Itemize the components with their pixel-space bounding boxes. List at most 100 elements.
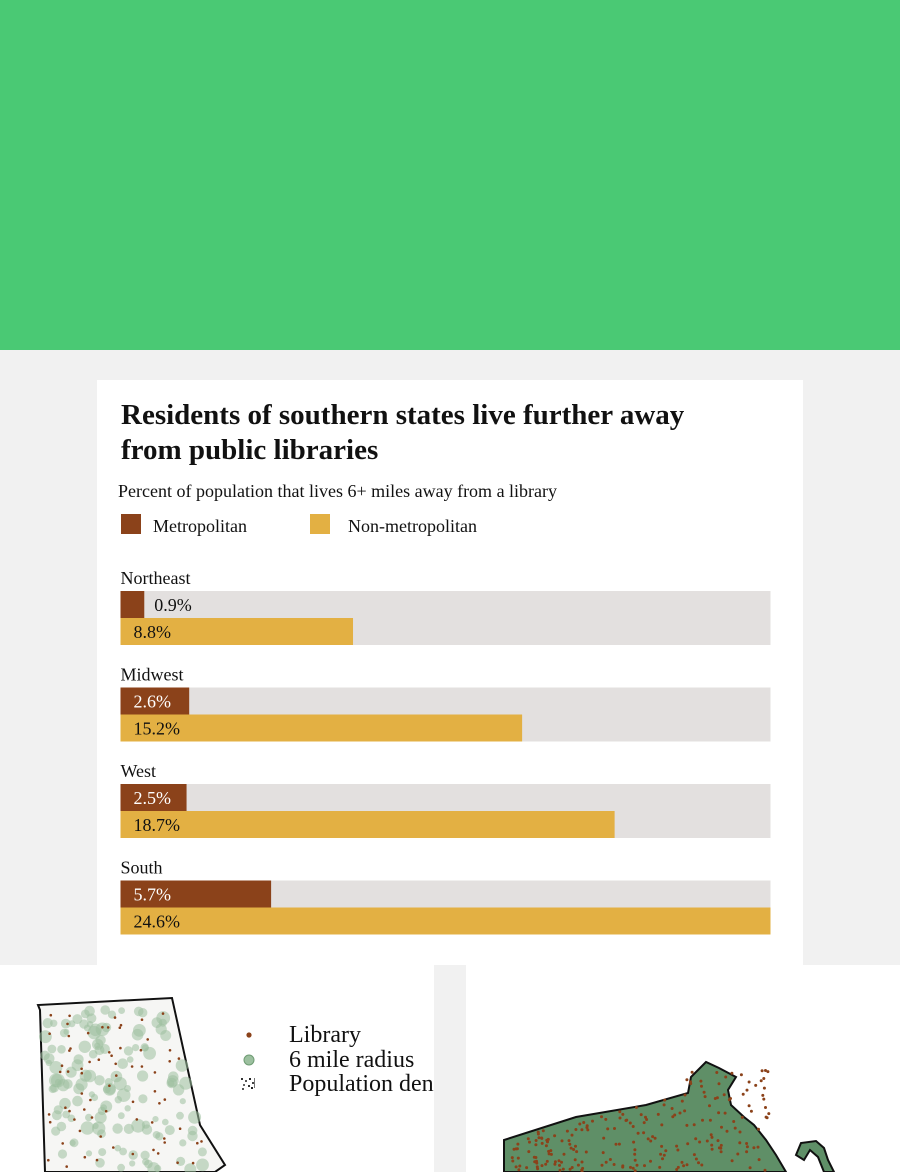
library-dot: [516, 1156, 520, 1160]
library-dot: [643, 1164, 646, 1168]
library-dot: [517, 1168, 521, 1172]
library-dot: [578, 1122, 582, 1126]
library-dot: [568, 1167, 572, 1171]
library-dot: [89, 1098, 92, 1102]
library-dot: [682, 1164, 686, 1168]
library-dot: [534, 1143, 538, 1147]
library-dot: [163, 1141, 166, 1144]
data-label: 15.2%: [134, 719, 181, 739]
library-dot: [534, 1139, 538, 1142]
library-dot: [722, 1093, 726, 1097]
category-label: South: [121, 858, 163, 878]
radius-circle: [154, 1164, 162, 1172]
map-legend-label-radius: 6 mile radius: [289, 1046, 415, 1073]
library-dot: [715, 1096, 719, 1100]
radius-circle: [47, 1044, 57, 1054]
library-dot: [553, 1162, 557, 1166]
library-dot: [689, 1080, 692, 1084]
library-dot: [664, 1149, 668, 1153]
map-legend-library: Library: [240, 1022, 434, 1048]
library-dot: [565, 1129, 569, 1133]
library-dot: [759, 1079, 763, 1083]
library-dot: [701, 1118, 704, 1122]
radius-circle: [85, 1113, 93, 1122]
library-dot: [549, 1152, 553, 1156]
library-dot: [547, 1152, 551, 1156]
radius-circle: [117, 1163, 125, 1172]
library-dot: [586, 1128, 590, 1132]
library-dot: [694, 1137, 698, 1141]
alabama-map-panel: Library 6 mile radius Population den: [0, 965, 434, 1172]
library-dot: [649, 1139, 653, 1143]
library-dot: [715, 1071, 719, 1074]
radius-circle: [175, 1059, 189, 1072]
library-dot: [645, 1118, 649, 1121]
library-dot: [646, 1137, 650, 1141]
category-label: West: [121, 761, 157, 781]
chart-title: Residents of southern states live furthe…: [121, 399, 685, 466]
radius-circle: [119, 1147, 127, 1156]
library-dot: [708, 1104, 711, 1108]
radius-circle: [86, 1013, 97, 1024]
radius-circle: [85, 1150, 93, 1157]
library-dot: [763, 1168, 767, 1172]
library-dot: [705, 1139, 709, 1143]
radius-circle: [118, 1007, 125, 1014]
radius-circle: [129, 1160, 136, 1167]
library-dot: [516, 1142, 520, 1146]
library-dot: [119, 1046, 122, 1050]
library-dot: [80, 1092, 84, 1095]
library-dot: [717, 1111, 721, 1115]
data-label: 8.8%: [134, 622, 172, 642]
library-dot: [591, 1119, 594, 1123]
library-dot: [576, 1163, 580, 1167]
library-dot: [600, 1115, 603, 1119]
library-dot: [699, 1079, 703, 1083]
bar-metropolitan: [120, 687, 190, 715]
library-dot: [678, 1111, 682, 1115]
library-dot: [764, 1106, 767, 1109]
library-dot: [80, 1071, 84, 1075]
bar-non-metropolitan: [120, 811, 615, 838]
library-dot: [176, 1161, 179, 1164]
chart-subtitle: Percent of population that lives 6+ mile…: [118, 481, 558, 501]
radius-circle: [83, 1069, 97, 1083]
bar-metropolitan: [120, 591, 145, 618]
library-dot: [719, 1150, 723, 1154]
library-dot: [168, 1049, 172, 1052]
library-dot: [659, 1152, 663, 1156]
library-dot: [702, 1090, 706, 1094]
library-dot: [560, 1160, 563, 1164]
map-legend-radius: 6 mile radius: [240, 1046, 434, 1073]
legend-label-non-metropolitan: Non-metropolitan: [348, 516, 477, 536]
bar-chart: Northeast 0.9% 8.8% Midwest 2.6% 15.2% West 2.5…: [120, 568, 771, 935]
library-dot: [662, 1153, 666, 1157]
library-dot-icon: [246, 1032, 252, 1038]
library-dot: [66, 1022, 69, 1026]
radius-circle: [132, 1044, 140, 1052]
library-dot: [749, 1109, 753, 1113]
library-dot: [760, 1069, 764, 1073]
radius-circle: [50, 1019, 58, 1027]
library-dot: [69, 1047, 72, 1050]
radius-circle-icon: [243, 1054, 255, 1065]
library-dot: [612, 1163, 616, 1166]
library-dot: [200, 1140, 203, 1143]
legend-swatch-non-metropolitan: [310, 514, 330, 534]
library-dot: [570, 1133, 574, 1137]
library-dot: [675, 1168, 679, 1171]
library-dot: [676, 1165, 680, 1169]
radius-circle: [138, 1094, 148, 1104]
bar-non-metropolitan: [120, 907, 771, 935]
category-label: Northeast: [121, 568, 191, 588]
library-dot: [725, 1129, 729, 1133]
library-dot: [644, 1115, 647, 1119]
radius-circle: [160, 1030, 172, 1041]
library-dot: [736, 1152, 740, 1156]
library-dot: [58, 1070, 62, 1074]
library-dot: [135, 1118, 139, 1121]
library-dot: [528, 1140, 531, 1144]
data-label: 2.6%: [134, 692, 172, 712]
radius-circle: [168, 1071, 179, 1082]
radius-circle: [88, 1049, 98, 1059]
